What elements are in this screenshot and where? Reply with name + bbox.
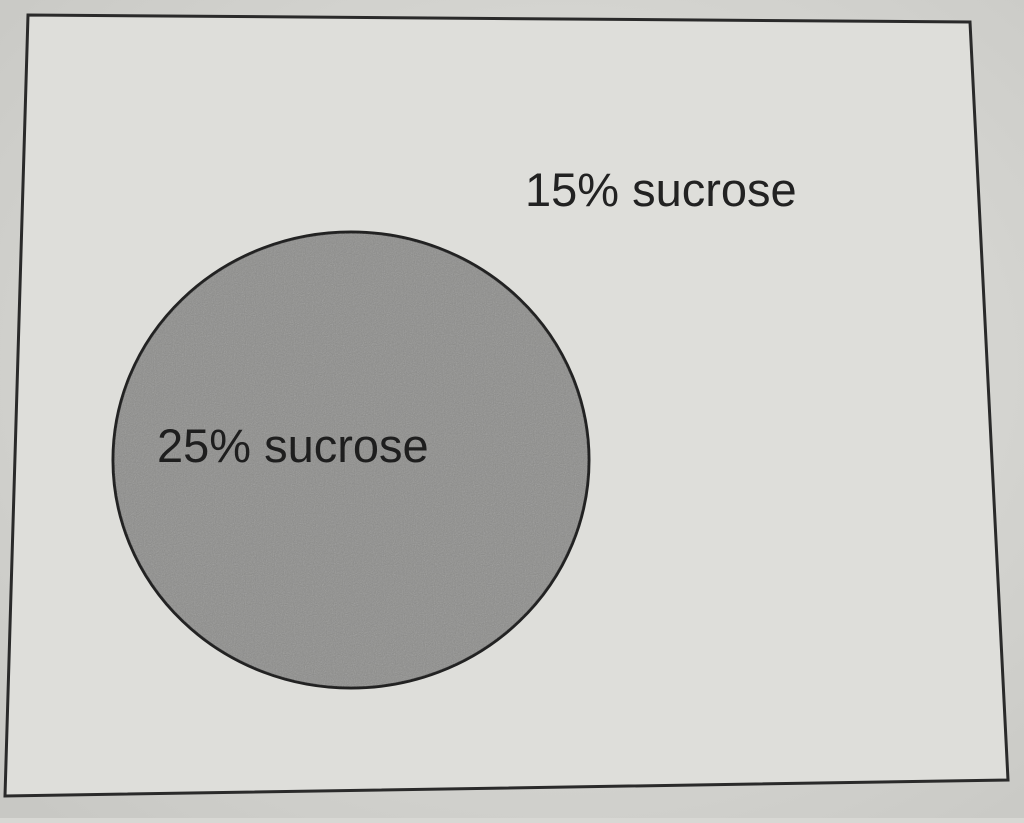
- outer-solution-label: 15% sucrose: [525, 163, 797, 216]
- cell-texture: [114, 233, 588, 687]
- inner-solution-label: 25% sucrose: [157, 419, 429, 472]
